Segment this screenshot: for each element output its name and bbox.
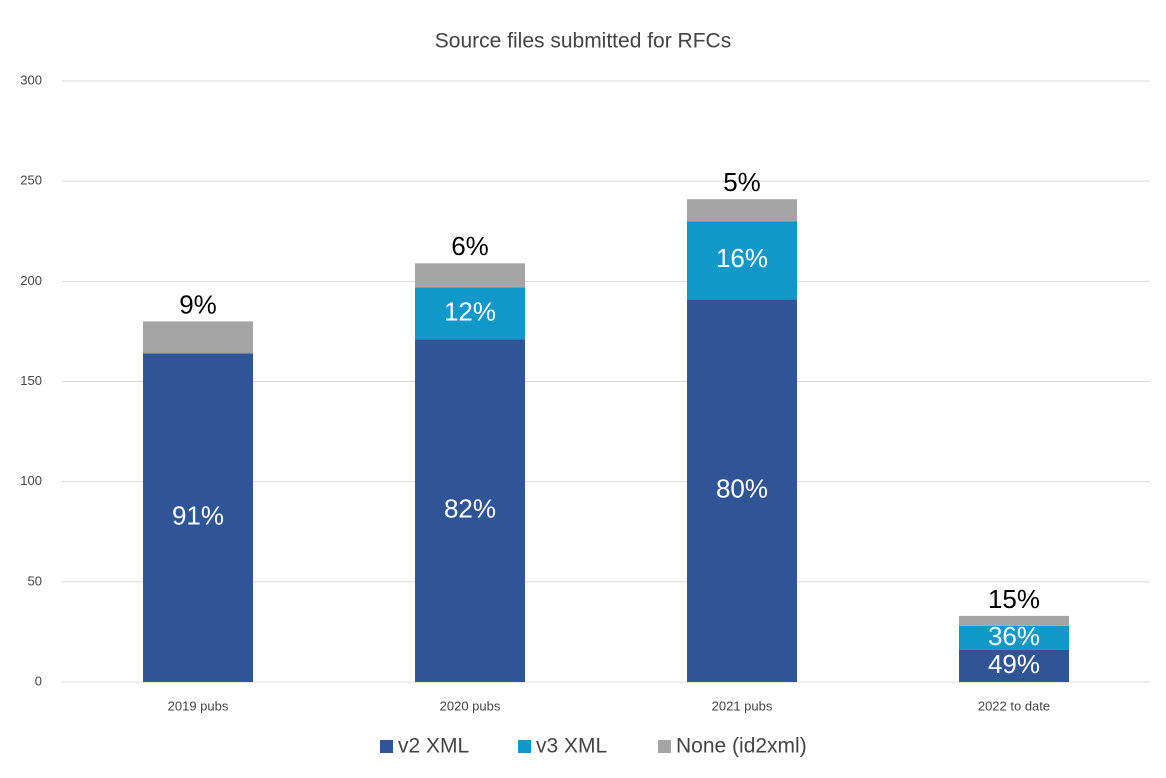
y-tick-label: 0	[35, 673, 42, 688]
bar-segment	[415, 339, 525, 682]
x-tick-label: 2020 pubs	[440, 698, 501, 713]
data-label: 36%	[988, 621, 1040, 651]
y-tick-label: 300	[20, 72, 42, 87]
data-label: 12%	[444, 296, 496, 326]
y-tick-label: 50	[28, 573, 42, 588]
bar-segment	[959, 625, 1069, 650]
bar-segment	[415, 287, 525, 340]
bar-segment	[959, 615, 1069, 626]
legend-swatch	[518, 740, 531, 753]
data-label: 49%	[988, 649, 1040, 679]
y-tick-label: 250	[20, 173, 42, 188]
legend-label: v3 XML	[536, 735, 607, 758]
x-tick-label: 2021 pubs	[712, 698, 773, 713]
legend-swatch	[380, 740, 393, 753]
legend-label: None (id2xml)	[676, 735, 807, 758]
y-tick-label: 200	[20, 273, 42, 288]
y-tick-label: 100	[20, 473, 42, 488]
legend-label: v2 XML	[398, 735, 469, 758]
data-label: 91%	[172, 501, 224, 531]
data-label: 6%	[451, 231, 489, 261]
bar-segment	[959, 649, 1069, 682]
bar-segment	[687, 199, 797, 222]
data-label: 15%	[988, 584, 1040, 614]
data-label: 16%	[716, 243, 768, 273]
bar-segment	[143, 321, 253, 354]
bar-segment	[687, 299, 797, 682]
bar-segment	[415, 263, 525, 288]
legend-swatch	[658, 740, 671, 753]
bar-segment	[687, 221, 797, 300]
x-tick-label: 2022 to date	[978, 698, 1050, 713]
y-tick-label: 150	[20, 373, 42, 388]
data-label: 9%	[179, 289, 217, 319]
bar-segment	[143, 353, 253, 682]
data-label: 82%	[444, 494, 496, 524]
data-label: 80%	[716, 474, 768, 504]
data-label: 5%	[723, 167, 761, 197]
x-tick-label: 2019 pubs	[168, 698, 229, 713]
chart-title: Source files submitted for RFCs	[435, 30, 731, 53]
